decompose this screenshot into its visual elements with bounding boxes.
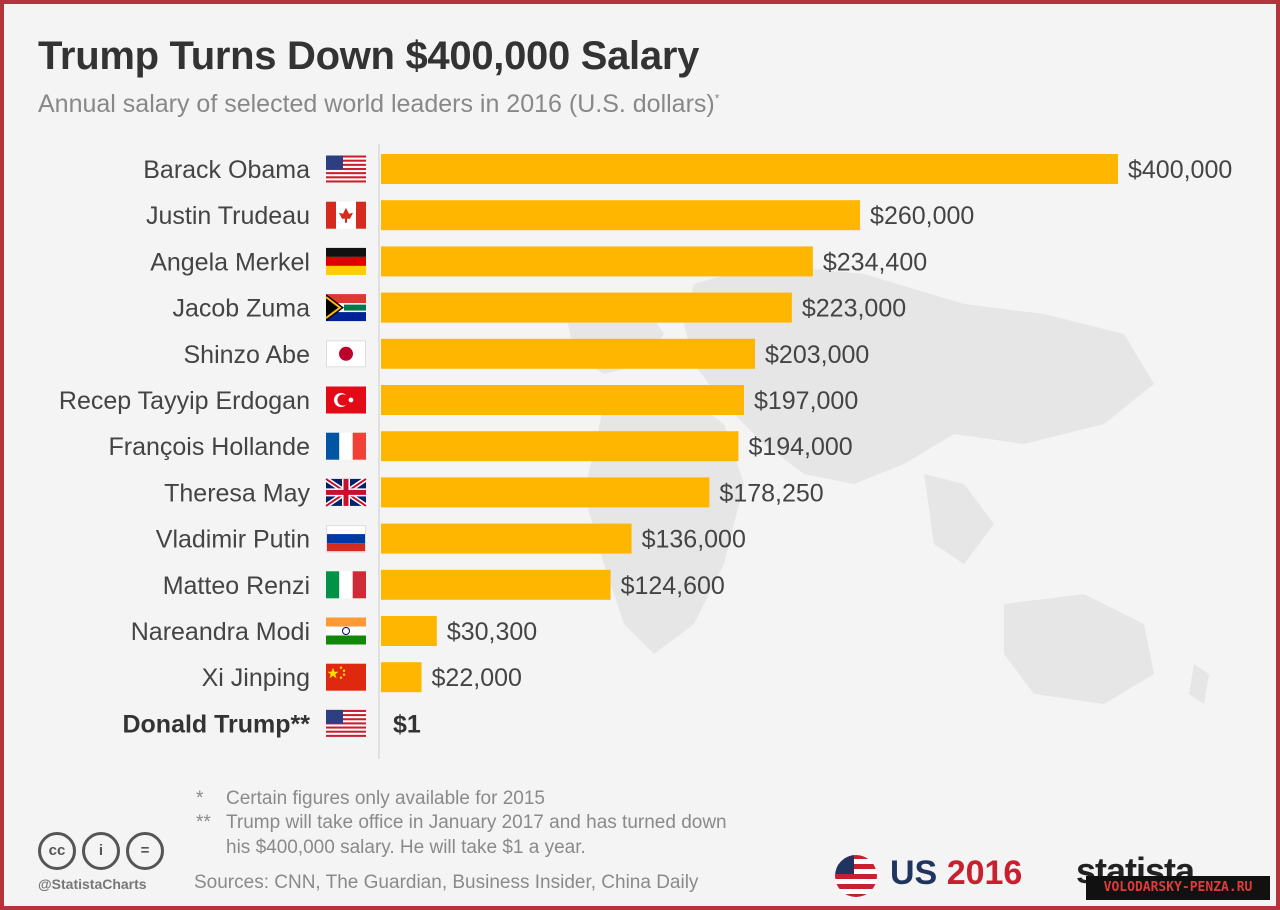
value-label-shinzo-abe: $203,000 [765, 341, 869, 369]
flag-icon-cn [326, 663, 366, 691]
category-label-barack-obama: Barack Obama [143, 156, 310, 184]
bar-vladimir-putin [381, 523, 632, 554]
value-label-matteo-renzi: $124,600 [621, 572, 725, 600]
category-label-fran-ois-hollande: François Hollande [109, 433, 311, 461]
footnote-2-mark: ** [196, 812, 211, 833]
bar-justin-trudeau [381, 200, 861, 231]
category-label-recep-tayyip-erdogan: Recep Tayyip Erdogan [59, 387, 310, 415]
category-label-shinzo-abe: Shinzo Abe [184, 341, 311, 369]
value-label-barack-obama: $400,000 [1128, 156, 1232, 184]
category-label-theresa-may: Theresa May [164, 479, 310, 507]
flag-icon-tr [326, 386, 366, 414]
footnote-1: * Certain figures only available for 2015 [196, 786, 545, 811]
bar-matteo-renzi [381, 569, 611, 600]
footnote-2: ** Trump will take office in January 2017… [196, 810, 727, 860]
creative-commons-icons: cc i = [38, 832, 170, 870]
flag-icon-jp [326, 340, 366, 368]
bar-shinzo-abe [381, 338, 756, 369]
footnote-1-text: Certain figures only available for 2015 [226, 788, 545, 809]
flag-icon-ru [326, 525, 366, 553]
chart-subtitle: Annual salary of selected world leaders … [38, 90, 719, 119]
category-label-xi-jinping: Xi Jinping [202, 664, 310, 692]
category-label-nareandra-modi: Nareandra Modi [131, 618, 310, 646]
watermark: VOLODARSKY-PENZA.RU [1086, 876, 1270, 900]
badge-year: 2016 [946, 854, 1023, 892]
bar-recep-tayyip-erdogan [381, 385, 744, 415]
value-label-donald-trump: $1 [393, 710, 421, 738]
bar-fran-ois-hollande [381, 431, 739, 462]
flag-icon-gb [324, 476, 368, 508]
bar-xi-jinping [381, 662, 422, 693]
value-label-theresa-may: $178,250 [719, 479, 823, 507]
category-label-angela-merkel: Angela Merkel [150, 248, 310, 276]
flag-icon-us [326, 709, 366, 737]
category-label-donald-trump: Donald Trump** [122, 710, 310, 738]
bar-nareandra-modi [381, 616, 437, 646]
sources-text: Sources: CNN, The Guardian, Business Ins… [194, 872, 699, 893]
category-label-vladimir-putin: Vladimir Putin [156, 526, 310, 554]
bar-chart: Barack Obama $400,000 Justin Trudeau $260,0… [59, 144, 1232, 759]
attribution-icon: i [82, 832, 120, 870]
value-label-justin-trudeau: $260,000 [870, 202, 974, 230]
value-label-nareandra-modi: $30,300 [447, 618, 537, 646]
value-label-fran-ois-hollande: $194,000 [748, 433, 852, 461]
us-flag-globe-icon [835, 855, 877, 897]
flag-icon-de [326, 247, 366, 275]
value-label-xi-jinping: $22,000 [432, 664, 522, 692]
value-label-angela-merkel: $234,400 [823, 248, 927, 276]
bar-jacob-zuma [381, 292, 792, 323]
equal-icon: = [126, 832, 164, 870]
value-label-jacob-zuma: $223,000 [802, 295, 906, 323]
flag-icon-fr [326, 432, 366, 460]
footnote-2-line-2: his $400,000 salary. He will take $1 a y… [226, 837, 586, 858]
flag-icon-za [325, 294, 366, 322]
value-label-recep-tayyip-erdogan: $197,000 [754, 387, 858, 415]
subtitle-text: Annual salary of selected world leaders … [38, 90, 715, 118]
category-label-jacob-zuma: Jacob Zuma [172, 295, 310, 323]
twitter-handle: @StatistaCharts [38, 876, 147, 892]
flag-icon-ca [326, 201, 366, 229]
bar-theresa-may [381, 477, 710, 508]
footnote-2-line-1: Trump will take office in January 2017 a… [226, 812, 727, 833]
bar-angela-merkel [381, 246, 813, 277]
flag-icon-it [326, 571, 366, 599]
value-label-vladimir-putin: $136,000 [642, 526, 746, 554]
subtitle-footnote-mark: * [714, 91, 720, 106]
us-2016-badge: US 2016 [890, 854, 1022, 893]
badge-us: US [890, 854, 938, 892]
chart-title: Trump Turns Down $400,000 Salary [38, 34, 700, 78]
footnote-1-mark: * [196, 788, 204, 809]
flag-icon-us [326, 155, 366, 183]
category-label-matteo-renzi: Matteo Renzi [163, 572, 310, 600]
category-label-justin-trudeau: Justin Trudeau [146, 202, 310, 230]
bar-barack-obama [381, 154, 1118, 184]
flag-icon-in [326, 617, 366, 645]
cc-icon: cc [38, 832, 76, 870]
